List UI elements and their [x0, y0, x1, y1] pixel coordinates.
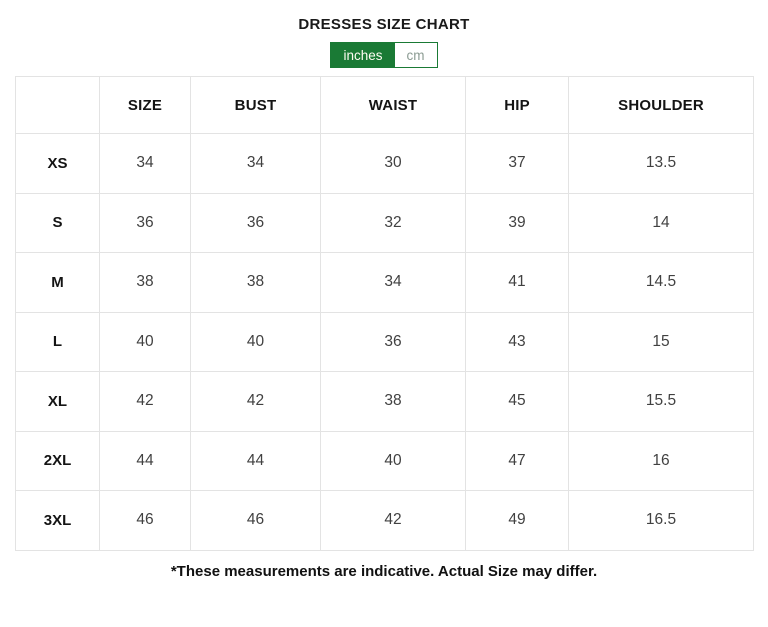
cell-2xl-size: 44 [99, 430, 191, 491]
table-header-row: SIZE BUST WAIST HIP SHOULDER [15, 76, 754, 134]
table-row-xs: XS 34 34 30 37 13.5 [15, 133, 754, 194]
column-header-hip: HIP [465, 76, 569, 134]
footnote: *These measurements are indicative. Actu… [170, 562, 598, 580]
row-label-2xl: 2XL [15, 430, 100, 491]
cell-m-waist: 34 [320, 252, 466, 313]
cell-3xl-size: 46 [99, 490, 191, 551]
table-row-2xl: 2XL 44 44 40 47 16 [15, 430, 754, 491]
column-header-bust: BUST [190, 76, 321, 134]
unit-option-cm[interactable]: cm [394, 43, 437, 67]
row-label-xs: XS [15, 133, 100, 194]
cell-s-size: 36 [99, 192, 191, 253]
cell-m-bust: 38 [190, 252, 321, 313]
cell-3xl-hip: 49 [465, 490, 569, 551]
cell-l-bust: 40 [190, 311, 321, 372]
unit-option-inches[interactable]: inches [331, 43, 395, 67]
size-chart-table: SIZE BUST WAIST HIP SHOULDER XS 34 34 30… [15, 76, 754, 551]
cell-3xl-waist: 42 [320, 490, 466, 551]
cell-2xl-bust: 44 [190, 430, 321, 491]
cell-2xl-waist: 40 [320, 430, 466, 491]
cell-xl-waist: 38 [320, 371, 466, 432]
row-label-3xl: 3XL [15, 490, 100, 551]
cell-xl-hip: 45 [465, 371, 569, 432]
column-header-blank [15, 76, 100, 134]
table-row-xl: XL 42 42 38 45 15.5 [15, 371, 754, 432]
table-row-s: S 36 36 32 39 14 [15, 192, 754, 253]
cell-m-size: 38 [99, 252, 191, 313]
column-header-waist: WAIST [320, 76, 466, 134]
cell-xs-shoulder: 13.5 [568, 133, 754, 194]
table-row-3xl: 3XL 46 46 42 49 16.5 [15, 490, 754, 551]
cell-xl-size: 42 [99, 371, 191, 432]
cell-3xl-shoulder: 16.5 [568, 490, 754, 551]
size-chart-page: DRESSES SIZE CHART inches cm SIZE BUST W… [0, 16, 768, 627]
unit-toggle-wrap: inches cm [0, 42, 768, 68]
cell-l-size: 40 [99, 311, 191, 372]
column-header-shoulder: SHOULDER [568, 76, 754, 134]
cell-m-shoulder: 14.5 [568, 252, 754, 313]
page-title: DRESSES SIZE CHART [298, 16, 470, 33]
cell-s-bust: 36 [190, 192, 321, 253]
cell-xs-hip: 37 [465, 133, 569, 194]
cell-2xl-hip: 47 [465, 430, 569, 491]
cell-l-shoulder: 15 [568, 311, 754, 372]
column-header-size: SIZE [99, 76, 191, 134]
unit-toggle: inches cm [330, 42, 438, 68]
cell-m-hip: 41 [465, 252, 569, 313]
row-label-xl: XL [15, 371, 100, 432]
cell-xs-waist: 30 [320, 133, 466, 194]
row-label-s: S [15, 192, 100, 253]
cell-s-shoulder: 14 [568, 192, 754, 253]
table-row-m: M 38 38 34 41 14.5 [15, 252, 754, 313]
cell-xl-shoulder: 15.5 [568, 371, 754, 432]
cell-xl-bust: 42 [190, 371, 321, 432]
cell-3xl-bust: 46 [190, 490, 321, 551]
cell-l-waist: 36 [320, 311, 466, 372]
cell-2xl-shoulder: 16 [568, 430, 754, 491]
table-row-l: L 40 40 36 43 15 [15, 311, 754, 372]
cell-s-hip: 39 [465, 192, 569, 253]
cell-xs-size: 34 [99, 133, 191, 194]
row-label-m: M [15, 252, 100, 313]
cell-s-waist: 32 [320, 192, 466, 253]
cell-xs-bust: 34 [190, 133, 321, 194]
cell-l-hip: 43 [465, 311, 569, 372]
row-label-l: L [15, 311, 100, 372]
